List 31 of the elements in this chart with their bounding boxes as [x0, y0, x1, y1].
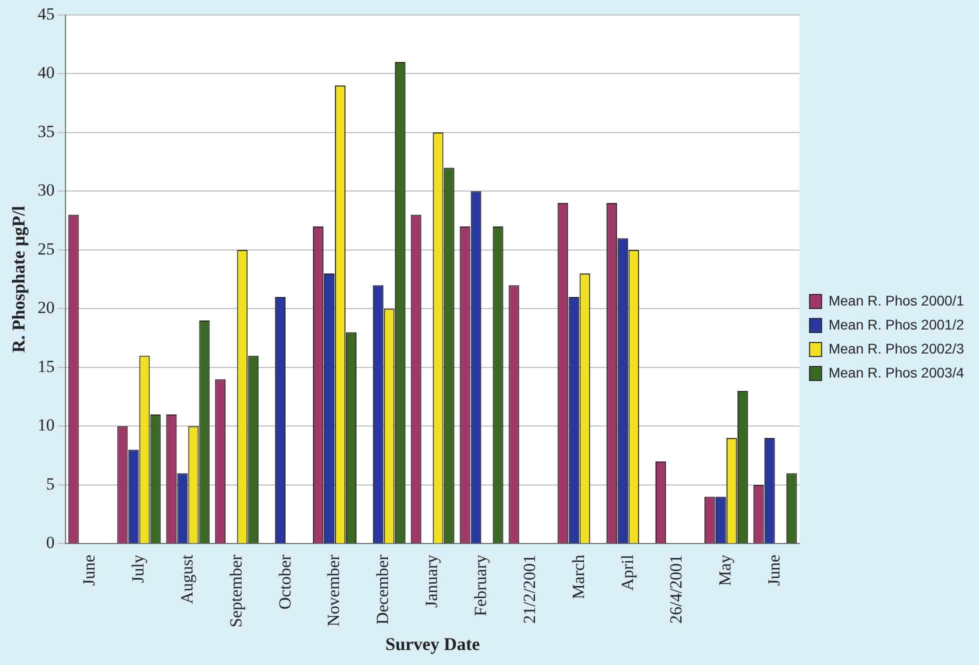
x-tick-label: June [764, 554, 784, 586]
y-axis-title: R. Phosphate µgP/l [8, 206, 28, 353]
y-tick-label: 30 [38, 180, 55, 200]
y-tick-label: 10 [38, 416, 55, 435]
x-tick-label: April [618, 554, 637, 591]
legend-label: Mean R. Phos 2002/3 [828, 340, 964, 356]
y-tick-label: 5 [46, 474, 55, 494]
y-tick-label: 40 [38, 63, 55, 82]
legend-label: Mean R. Phos 2001/2 [828, 316, 964, 332]
y-tick-label: 35 [38, 122, 55, 141]
x-tick-label: May [716, 554, 735, 586]
x-tick-label: January [422, 554, 442, 608]
y-tick-label: 15 [38, 356, 55, 376]
x-tick-label: November [324, 554, 344, 626]
x-tick-label: 21/2/2001 [520, 554, 539, 624]
legend-label: Mean R. Phos 2003/4 [828, 364, 964, 380]
x-axis-title: Survey Date [385, 634, 480, 654]
x-tick-label: February [470, 554, 490, 616]
x-tick-label: June [80, 554, 99, 586]
y-tick-label: 45 [38, 4, 55, 24]
x-tick-label: 26/4/2001 [666, 554, 686, 624]
x-tick-label: September [226, 554, 246, 628]
x-tick-label: December [373, 554, 392, 625]
x-tick-label: October [275, 554, 294, 610]
x-tick-label: July [128, 554, 148, 584]
x-tick-label: August [177, 554, 196, 604]
y-tick-label: 0 [46, 533, 55, 552]
x-tick-label: March [568, 554, 588, 600]
y-tick-label: 20 [38, 298, 55, 318]
y-tick-label: 25 [38, 239, 55, 258]
legend-label: Mean R. Phos 2000/1 [828, 292, 964, 308]
